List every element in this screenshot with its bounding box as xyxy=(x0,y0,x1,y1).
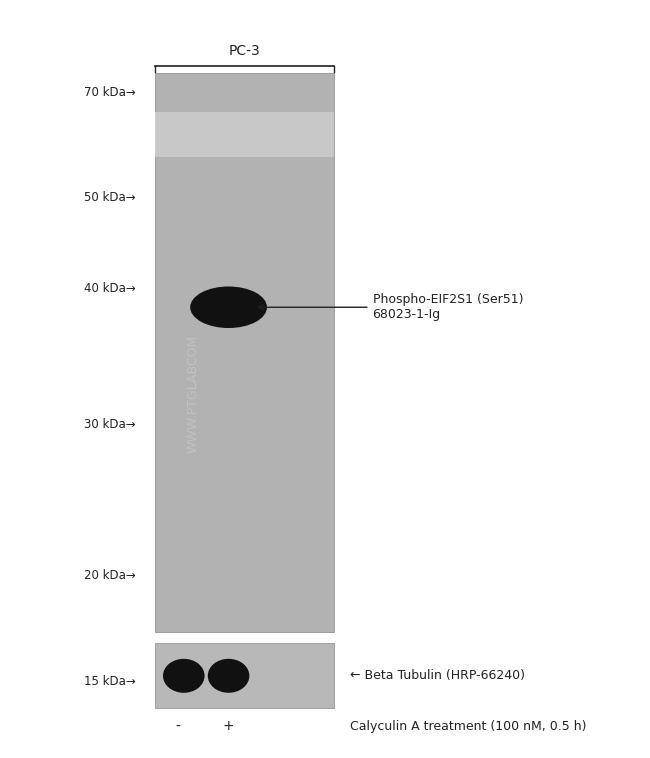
Text: +: + xyxy=(223,719,235,734)
Text: Phospho-EIF2S1 (Ser51)
68023-1-Ig: Phospho-EIF2S1 (Ser51) 68023-1-Ig xyxy=(259,293,523,321)
Text: ← Beta Tubulin (HRP-66240): ← Beta Tubulin (HRP-66240) xyxy=(350,669,525,682)
Text: Calyculin A treatment (100 nM, 0.5 h): Calyculin A treatment (100 nM, 0.5 h) xyxy=(350,720,587,733)
Bar xyxy=(155,73,334,632)
Text: PC-3: PC-3 xyxy=(229,44,261,58)
Bar xyxy=(155,644,334,707)
Text: 70 kDa→: 70 kDa→ xyxy=(84,86,136,99)
Text: WWW.PTGLABCOM: WWW.PTGLABCOM xyxy=(187,335,200,453)
Text: 20 kDa→: 20 kDa→ xyxy=(84,568,136,582)
Ellipse shape xyxy=(208,659,250,693)
Bar xyxy=(155,112,334,157)
Text: 50 kDa→: 50 kDa→ xyxy=(84,191,136,204)
Text: 40 kDa→: 40 kDa→ xyxy=(84,282,136,295)
Ellipse shape xyxy=(163,659,205,693)
Ellipse shape xyxy=(190,287,267,328)
Text: -: - xyxy=(175,719,180,734)
Text: 30 kDa→: 30 kDa→ xyxy=(84,418,136,431)
Text: 15 kDa→: 15 kDa→ xyxy=(84,675,136,688)
